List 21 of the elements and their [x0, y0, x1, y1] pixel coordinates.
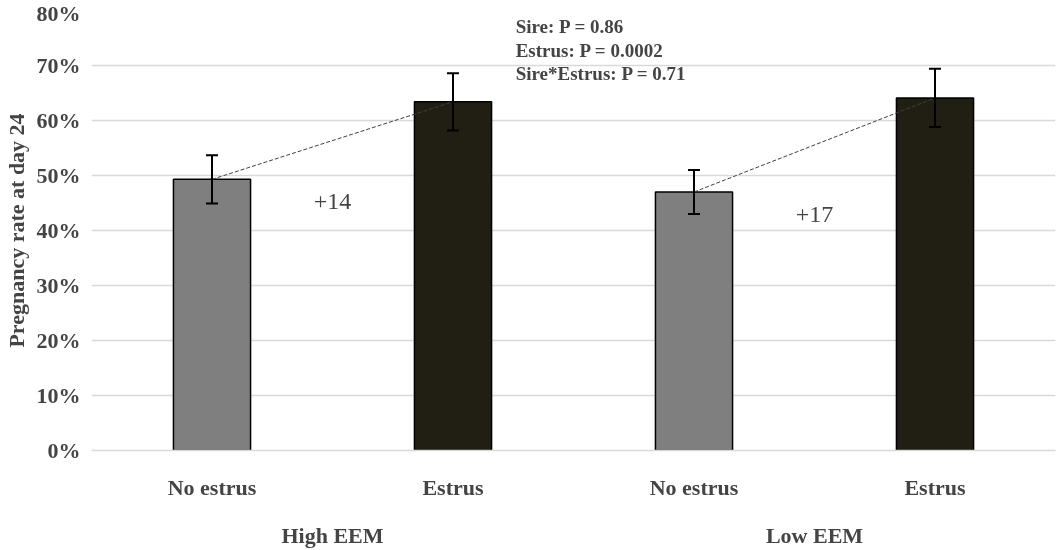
- x-tick-label: Estrus: [904, 474, 966, 500]
- x-tick-label: No estrus: [167, 474, 257, 500]
- y-tick-label: 60%: [36, 108, 81, 133]
- annotation: Sire*Estrus: P = 0.71: [515, 63, 686, 85]
- annotation: +14: [313, 187, 352, 214]
- y-axis-title: Pregnancy rate at day 24: [3, 113, 29, 348]
- y-tick-label: 0%: [47, 438, 81, 463]
- y-tick-label: 30%: [36, 273, 81, 298]
- x-tick-label: No estrus: [649, 474, 739, 500]
- text: High EEM: [281, 522, 384, 548]
- text: Low EEM: [765, 522, 864, 548]
- y-tick-label: 40%: [36, 218, 81, 243]
- annotation: +17: [795, 200, 834, 227]
- y-tick-label: 50%: [36, 163, 81, 188]
- y-tick-label: 10%: [36, 383, 81, 408]
- annotation: Sire: P = 0.86: [515, 16, 624, 37]
- y-tick-label: 80%: [36, 0, 81, 26]
- annotation: Estrus: P = 0.0002: [515, 39, 663, 61]
- x-tick-label: Estrus: [422, 474, 484, 500]
- y-tick-label: 70%: [36, 53, 81, 78]
- y-tick-label: 20%: [36, 328, 81, 353]
